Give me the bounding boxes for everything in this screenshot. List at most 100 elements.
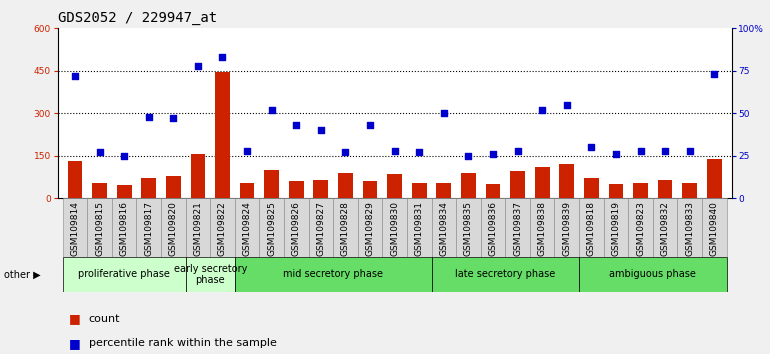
Text: GSM109835: GSM109835 xyxy=(464,201,473,256)
Bar xyxy=(461,173,476,198)
Bar xyxy=(658,180,672,198)
Bar xyxy=(608,184,623,198)
Text: proliferative phase: proliferative phase xyxy=(79,269,170,279)
Point xyxy=(69,73,81,79)
Text: GSM109832: GSM109832 xyxy=(661,201,670,256)
Bar xyxy=(387,174,402,198)
Point xyxy=(462,153,474,159)
Bar xyxy=(486,184,500,198)
Bar xyxy=(363,181,377,198)
Bar xyxy=(62,198,87,257)
Point xyxy=(659,148,671,154)
Text: GSM109814: GSM109814 xyxy=(71,201,79,256)
Point xyxy=(93,149,105,155)
Bar xyxy=(682,183,697,198)
Point xyxy=(585,144,598,150)
Text: count: count xyxy=(89,314,120,324)
Bar xyxy=(186,198,210,257)
Bar xyxy=(707,159,721,198)
Bar xyxy=(259,198,284,257)
Text: ambiguous phase: ambiguous phase xyxy=(609,269,696,279)
Bar xyxy=(210,198,235,257)
Bar xyxy=(511,171,525,198)
Point xyxy=(216,55,229,60)
Text: GSM109828: GSM109828 xyxy=(341,201,350,256)
Point xyxy=(413,149,425,155)
Point xyxy=(536,107,548,113)
Bar xyxy=(383,198,407,257)
Text: percentile rank within the sample: percentile rank within the sample xyxy=(89,338,276,348)
Bar xyxy=(480,198,505,257)
Bar xyxy=(702,198,727,257)
Text: GSM109825: GSM109825 xyxy=(267,201,276,256)
Bar xyxy=(412,183,427,198)
Bar xyxy=(579,198,604,257)
Bar xyxy=(117,185,132,198)
Text: GDS2052 / 229947_at: GDS2052 / 229947_at xyxy=(58,11,217,25)
Point xyxy=(487,151,499,157)
Point xyxy=(511,148,524,154)
Bar xyxy=(190,154,206,198)
Text: GSM109840: GSM109840 xyxy=(710,201,718,256)
Point xyxy=(192,63,204,69)
Point xyxy=(364,122,377,128)
Bar xyxy=(584,178,599,198)
Bar xyxy=(579,257,727,292)
Point xyxy=(708,72,721,77)
Text: GSM109818: GSM109818 xyxy=(587,201,596,256)
Point xyxy=(142,114,155,120)
Bar xyxy=(161,198,186,257)
Point xyxy=(315,127,327,133)
Point xyxy=(118,153,130,159)
Text: early secretory
phase: early secretory phase xyxy=(173,263,247,285)
Bar xyxy=(437,183,451,198)
Bar xyxy=(678,198,702,257)
Text: GSM109815: GSM109815 xyxy=(95,201,104,256)
Bar xyxy=(633,183,648,198)
Bar xyxy=(136,198,161,257)
Bar xyxy=(87,198,112,257)
Bar xyxy=(112,198,136,257)
Bar xyxy=(530,198,554,257)
Text: GSM109823: GSM109823 xyxy=(636,201,645,256)
Point xyxy=(684,148,696,154)
Bar xyxy=(313,180,328,198)
Text: ■: ■ xyxy=(69,312,81,325)
Bar xyxy=(235,257,431,292)
Point xyxy=(610,151,622,157)
Text: GSM109836: GSM109836 xyxy=(488,201,497,256)
Bar xyxy=(309,198,333,257)
Bar xyxy=(186,257,235,292)
Text: GSM109830: GSM109830 xyxy=(390,201,399,256)
Text: ■: ■ xyxy=(69,337,81,350)
Bar xyxy=(535,167,550,198)
Bar xyxy=(289,181,303,198)
Bar xyxy=(431,257,579,292)
Point xyxy=(437,110,450,116)
Text: GSM109824: GSM109824 xyxy=(243,201,252,256)
Text: GSM109826: GSM109826 xyxy=(292,201,301,256)
Text: GSM109834: GSM109834 xyxy=(440,201,448,256)
Text: GSM109831: GSM109831 xyxy=(415,201,424,256)
Text: GSM109833: GSM109833 xyxy=(685,201,695,256)
Text: GSM109820: GSM109820 xyxy=(169,201,178,256)
Bar xyxy=(239,183,254,198)
Bar xyxy=(92,183,107,198)
Bar xyxy=(456,198,480,257)
Bar xyxy=(166,176,181,198)
Bar xyxy=(333,198,358,257)
Text: GSM109819: GSM109819 xyxy=(611,201,621,256)
Text: GSM109817: GSM109817 xyxy=(144,201,153,256)
Text: GSM109837: GSM109837 xyxy=(513,201,522,256)
Point xyxy=(634,148,647,154)
Bar xyxy=(559,164,574,198)
Text: GSM109829: GSM109829 xyxy=(366,201,374,256)
Text: late secretory phase: late secretory phase xyxy=(455,269,555,279)
Point xyxy=(290,122,303,128)
Text: GSM109838: GSM109838 xyxy=(537,201,547,256)
Bar xyxy=(235,198,259,257)
Bar xyxy=(653,198,678,257)
Bar xyxy=(215,72,230,198)
Bar xyxy=(142,178,156,198)
Bar xyxy=(505,198,530,257)
